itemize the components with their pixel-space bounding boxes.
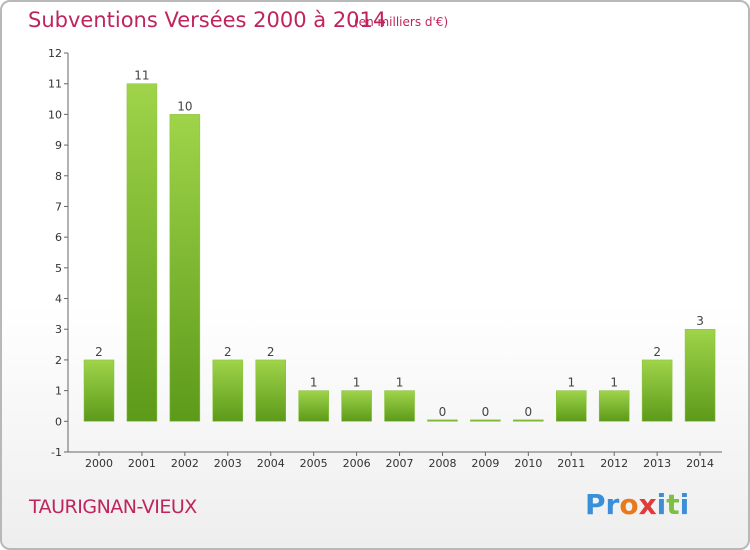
x-tick-label: 2011 bbox=[557, 457, 585, 470]
bar-value-label: 2 bbox=[95, 345, 103, 359]
bar-2005 bbox=[298, 390, 329, 422]
y-tick-label: 8 bbox=[55, 170, 62, 183]
logo-letter: x bbox=[638, 488, 657, 521]
bar-2006 bbox=[341, 390, 372, 422]
bar-value-label: 1 bbox=[353, 376, 361, 390]
bar-value-label: 1 bbox=[567, 376, 575, 390]
bar-2010 bbox=[513, 419, 544, 422]
logo-letter: o bbox=[619, 488, 639, 521]
y-tick-label: 12 bbox=[48, 47, 62, 60]
logo-letter: t bbox=[666, 488, 680, 521]
x-tick-label: 2003 bbox=[214, 457, 242, 470]
x-tick-label: 2010 bbox=[514, 457, 542, 470]
bar-2001 bbox=[126, 83, 158, 422]
bar-value-label: 11 bbox=[134, 69, 149, 83]
bar-value-label: 1 bbox=[396, 376, 404, 390]
bar-2007 bbox=[384, 390, 415, 422]
bar-2012 bbox=[598, 390, 630, 422]
bar-value-label: 3 bbox=[696, 314, 704, 328]
bar-2014 bbox=[684, 328, 716, 422]
bar-value-label: 1 bbox=[310, 376, 318, 390]
x-tick-label: 2008 bbox=[428, 457, 456, 470]
proxiti-logo[interactable]: Proxiti bbox=[585, 488, 689, 521]
bar-value-label: 0 bbox=[439, 405, 447, 419]
y-tick-label: 10 bbox=[48, 108, 62, 121]
y-tick-label: 11 bbox=[48, 78, 62, 91]
bar-value-label: 0 bbox=[482, 405, 490, 419]
bar-value-label: 1 bbox=[610, 376, 618, 390]
bar-2002 bbox=[169, 114, 201, 422]
bar-2000 bbox=[83, 359, 115, 422]
y-tick-label: 1 bbox=[55, 385, 62, 398]
x-tick-label: 2006 bbox=[343, 457, 371, 470]
bar-value-label: 0 bbox=[525, 405, 533, 419]
x-tick-label: 2004 bbox=[257, 457, 285, 470]
logo-letter: P bbox=[585, 488, 606, 521]
commune-name: TAURIGNAN-VIEUX bbox=[29, 496, 197, 518]
y-tick-label: 4 bbox=[55, 293, 62, 306]
y-tick-label: -1 bbox=[51, 446, 62, 459]
logo-letter: i bbox=[656, 488, 667, 521]
y-tick-label: 6 bbox=[55, 231, 62, 244]
x-tick-label: 2014 bbox=[686, 457, 714, 470]
x-tick-label: 2007 bbox=[386, 457, 414, 470]
x-tick-label: 2012 bbox=[600, 457, 628, 470]
bar-2003 bbox=[212, 359, 244, 422]
y-tick-label: 7 bbox=[55, 200, 62, 213]
bar-2013 bbox=[641, 359, 673, 422]
logo-letter: r bbox=[605, 488, 620, 521]
x-tick-label: 2005 bbox=[300, 457, 328, 470]
x-tick-label: 2000 bbox=[85, 457, 113, 470]
y-tick-label: 0 bbox=[55, 415, 62, 428]
bar-value-label: 10 bbox=[177, 99, 192, 113]
bar-2011 bbox=[556, 390, 587, 422]
y-tick-label: 3 bbox=[55, 323, 62, 336]
x-tick-label: 2009 bbox=[471, 457, 499, 470]
bar-value-label: 2 bbox=[653, 345, 661, 359]
bar-2004 bbox=[255, 359, 286, 422]
bar-2008 bbox=[427, 419, 458, 422]
x-tick-label: 2001 bbox=[128, 457, 156, 470]
bar-value-label: 2 bbox=[267, 345, 275, 359]
y-tick-label: 2 bbox=[55, 354, 62, 367]
bar-2009 bbox=[470, 419, 501, 422]
chart-unit-note: (en milliers d'€) bbox=[354, 15, 449, 29]
y-tick-label: 9 bbox=[55, 139, 62, 152]
logo-letter: i bbox=[679, 488, 690, 521]
x-tick-label: 2013 bbox=[643, 457, 671, 470]
chart-title: Subventions Versées 2000 à 2014 bbox=[28, 8, 387, 32]
bar-value-label: 2 bbox=[224, 345, 232, 359]
x-tick-label: 2002 bbox=[171, 457, 199, 470]
y-tick-label: 5 bbox=[55, 262, 62, 275]
